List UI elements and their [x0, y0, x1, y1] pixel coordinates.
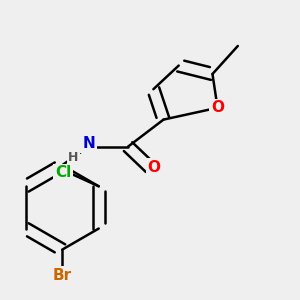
Text: O: O: [148, 160, 160, 175]
Text: O: O: [211, 100, 224, 115]
Text: Cl: Cl: [55, 165, 71, 180]
Text: N: N: [82, 136, 95, 152]
Text: H: H: [68, 151, 79, 164]
Text: Br: Br: [52, 268, 72, 283]
